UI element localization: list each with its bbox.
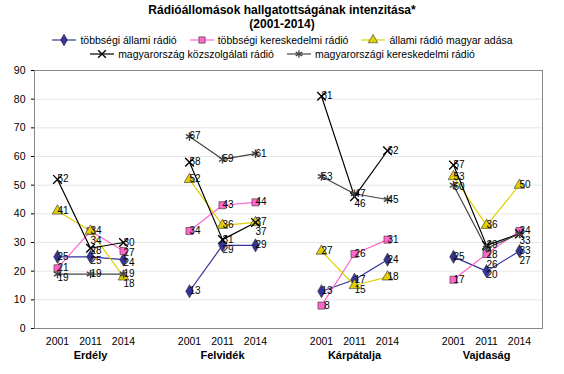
svg-text:28: 28 bbox=[90, 245, 102, 256]
svg-text:Erdély: Erdély bbox=[74, 349, 109, 361]
svg-text:2001: 2001 bbox=[46, 335, 70, 347]
svg-text:34: 34 bbox=[90, 235, 102, 246]
svg-text:15: 15 bbox=[354, 284, 366, 295]
svg-text:13: 13 bbox=[321, 285, 333, 296]
svg-text:20: 20 bbox=[14, 265, 26, 277]
html-text:többségi állami rádió: többségi állami rádió bbox=[80, 34, 177, 46]
svg-text:52: 52 bbox=[189, 173, 201, 184]
svg-text:19: 19 bbox=[57, 272, 69, 283]
svg-text:25: 25 bbox=[90, 255, 102, 266]
svg-text:50: 50 bbox=[453, 181, 465, 192]
svg-text:61: 61 bbox=[255, 148, 267, 159]
svg-text:19: 19 bbox=[123, 268, 135, 279]
svg-text:36: 36 bbox=[222, 219, 234, 230]
svg-text:0: 0 bbox=[20, 322, 26, 334]
svg-text:25: 25 bbox=[453, 251, 465, 262]
svg-text:59: 59 bbox=[222, 153, 234, 164]
html-text:magyarországi kereskedelmi rád: magyarországi kereskedelmi rádió bbox=[315, 48, 475, 60]
svg-text:34: 34 bbox=[189, 225, 201, 236]
svg-text:37: 37 bbox=[255, 216, 267, 228]
svg-text:2014: 2014 bbox=[244, 335, 268, 347]
svg-text:17: 17 bbox=[354, 273, 366, 285]
html-text:Rádióállomások hallgatottságán: Rádióállomások hallgatottságának intenzi… bbox=[148, 3, 416, 17]
svg-text:50: 50 bbox=[14, 179, 26, 191]
svg-text:34: 34 bbox=[519, 225, 531, 236]
svg-text:57: 57 bbox=[453, 159, 465, 170]
svg-text:60: 60 bbox=[14, 150, 26, 162]
svg-text:24: 24 bbox=[123, 257, 135, 268]
svg-text:20: 20 bbox=[486, 269, 498, 280]
svg-text:2001: 2001 bbox=[310, 335, 334, 347]
svg-text:Vajdaság: Vajdaság bbox=[463, 349, 511, 361]
svg-text:80: 80 bbox=[14, 93, 26, 105]
svg-text:46: 46 bbox=[354, 198, 366, 209]
svg-text:2011: 2011 bbox=[79, 335, 102, 347]
svg-text:17: 17 bbox=[453, 274, 465, 285]
svg-text:8: 8 bbox=[324, 300, 330, 311]
svg-text:47: 47 bbox=[354, 187, 366, 199]
svg-text:29: 29 bbox=[255, 239, 267, 250]
svg-text:18: 18 bbox=[123, 278, 135, 289]
svg-text:53: 53 bbox=[321, 171, 333, 182]
svg-text:26: 26 bbox=[354, 248, 366, 259]
svg-text:29: 29 bbox=[486, 239, 498, 251]
svg-text:13: 13 bbox=[189, 285, 201, 296]
svg-text:2011: 2011 bbox=[475, 335, 498, 347]
svg-text:43: 43 bbox=[222, 199, 234, 210]
svg-text:52: 52 bbox=[57, 173, 69, 184]
svg-text:41: 41 bbox=[57, 205, 69, 216]
svg-text:58: 58 bbox=[189, 156, 201, 167]
svg-text:2011: 2011 bbox=[343, 335, 366, 347]
svg-text:31: 31 bbox=[387, 234, 399, 245]
svg-text:31: 31 bbox=[222, 233, 234, 245]
svg-text:81: 81 bbox=[321, 90, 333, 101]
svg-text:Kárpátalja: Kárpátalja bbox=[328, 349, 382, 361]
svg-text:44: 44 bbox=[255, 196, 267, 207]
html-text:magyarország közszolgálati rád: magyarország közszolgálati rádió bbox=[118, 48, 274, 60]
svg-text:37: 37 bbox=[255, 226, 267, 237]
svg-text:27: 27 bbox=[321, 245, 333, 256]
svg-text:Felvidék: Felvidék bbox=[200, 349, 245, 361]
svg-text:2011: 2011 bbox=[211, 335, 234, 347]
svg-text:25: 25 bbox=[57, 251, 69, 262]
svg-text:70: 70 bbox=[14, 121, 26, 133]
svg-text:24: 24 bbox=[387, 254, 399, 265]
svg-text:30: 30 bbox=[14, 236, 26, 248]
svg-text:33: 33 bbox=[519, 235, 531, 246]
html-text:állami rádió magyar adása: állami rádió magyar adása bbox=[389, 34, 513, 46]
svg-text:40: 40 bbox=[14, 207, 26, 219]
svg-text:2001: 2001 bbox=[178, 335, 202, 347]
svg-text:34: 34 bbox=[90, 225, 102, 236]
svg-text:50: 50 bbox=[519, 179, 531, 190]
svg-text:33: 33 bbox=[519, 245, 531, 256]
html-text:többségi kereskedelmi rádió: többségi kereskedelmi rádió bbox=[217, 34, 349, 46]
svg-text:30: 30 bbox=[123, 236, 135, 248]
svg-text:27: 27 bbox=[123, 246, 135, 258]
svg-text:28: 28 bbox=[486, 249, 498, 261]
svg-text:29: 29 bbox=[222, 244, 234, 255]
svg-text:2014: 2014 bbox=[376, 335, 400, 347]
svg-text:62: 62 bbox=[387, 145, 399, 156]
svg-text:36: 36 bbox=[486, 219, 498, 230]
svg-text:2014: 2014 bbox=[508, 335, 532, 347]
svg-text:27: 27 bbox=[519, 255, 531, 266]
svg-text:18: 18 bbox=[387, 271, 399, 282]
svg-text:10: 10 bbox=[14, 293, 26, 305]
svg-text:2001: 2001 bbox=[442, 335, 466, 347]
svg-text:2014: 2014 bbox=[112, 335, 136, 347]
svg-text:26: 26 bbox=[486, 259, 498, 271]
svg-text:21: 21 bbox=[57, 262, 69, 274]
svg-text:67: 67 bbox=[189, 130, 201, 141]
svg-text:90: 90 bbox=[14, 64, 26, 76]
html-text:(2001-2014): (2001-2014) bbox=[249, 17, 315, 31]
svg-text:19: 19 bbox=[90, 268, 102, 279]
svg-text:53: 53 bbox=[453, 170, 465, 182]
svg-text:45: 45 bbox=[387, 194, 399, 205]
